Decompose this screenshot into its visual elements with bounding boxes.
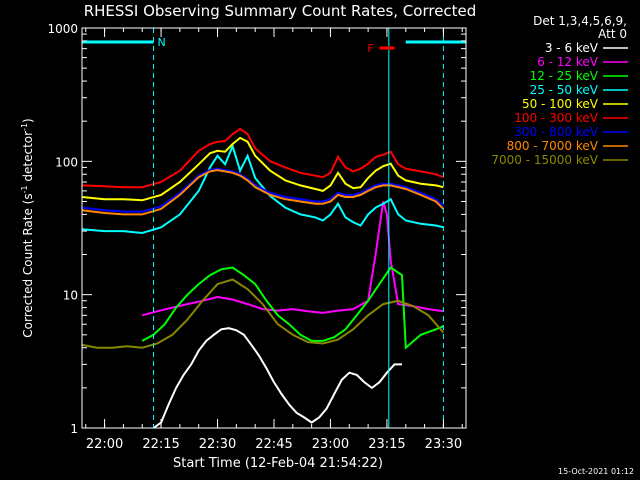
legend-label-0: 3 - 6 keV xyxy=(545,41,599,55)
series-line-2 xyxy=(141,266,444,350)
y-axis-label: Corrected Count Rate (s-1 detector-1) xyxy=(20,118,35,337)
y-axis-label-part: Corrected Count Rate (s xyxy=(21,193,35,337)
x-axis-label: Start Time (12-Feb-04 21:54:22) xyxy=(173,456,383,471)
series-line-8 xyxy=(82,278,445,349)
legend-label-5: 100 - 300 keV xyxy=(514,111,598,125)
y-axis-label-part: detector xyxy=(21,131,35,186)
timestamp: 15-Oct-2021 01:12 xyxy=(558,467,634,476)
series-line-3 xyxy=(82,143,444,235)
y-tick-label: 10 xyxy=(63,289,78,303)
x-tick-label: 22:30 xyxy=(199,437,236,452)
x-tick-label: 23:15 xyxy=(368,437,405,452)
legend-label-8: 7000 - 15000 keV xyxy=(491,153,598,167)
flare-label: F xyxy=(367,42,373,55)
legend-label-6: 300 - 800 keV xyxy=(514,125,598,139)
legend-label-3: 25 - 50 keV xyxy=(530,83,599,97)
x-tick-label: 22:45 xyxy=(255,437,292,452)
night-label: N xyxy=(158,36,166,49)
x-tick-label: 22:00 xyxy=(86,437,123,452)
y-axis-label-part: ) xyxy=(21,118,35,123)
x-tick-label: 23:30 xyxy=(425,437,462,452)
y-tick-label: 1 xyxy=(70,422,78,436)
series-line-0 xyxy=(152,327,402,428)
y-tick-label: 1000 xyxy=(47,22,78,36)
series-line-4 xyxy=(82,136,444,202)
legend-header-detectors: Det 1,3,4,5,6,9, xyxy=(533,14,627,28)
legend-label-2: 12 - 25 keV xyxy=(530,69,599,83)
legend-label-1: 6 - 12 keV xyxy=(537,55,599,69)
x-tick-label: 23:00 xyxy=(312,437,349,452)
plot-series-group xyxy=(82,127,445,428)
series-line-5 xyxy=(82,127,444,189)
x-axis-ticks: 22:00 22:15 22:30 22:45 23:00 23:15 23:30 xyxy=(85,28,463,452)
y-axis-label-sup: -1 xyxy=(20,185,29,193)
legend-header-attenuator: Att 0 xyxy=(598,27,627,41)
y-axis-ticks: 1 10 100 1000 xyxy=(47,22,466,436)
x-tick-label: 22:15 xyxy=(142,437,179,452)
series-line-7 xyxy=(82,169,445,216)
series-line-6 xyxy=(82,167,445,213)
legend-label-7: 800 - 7000 keV xyxy=(507,139,599,153)
chart-title: RHESSI Observing Summary Count Rates, Co… xyxy=(84,2,477,20)
y-tick-label: 100 xyxy=(55,155,78,169)
legend-label-4: 50 - 100 keV xyxy=(522,97,599,111)
y-axis-label-sup: -1 xyxy=(20,123,29,131)
